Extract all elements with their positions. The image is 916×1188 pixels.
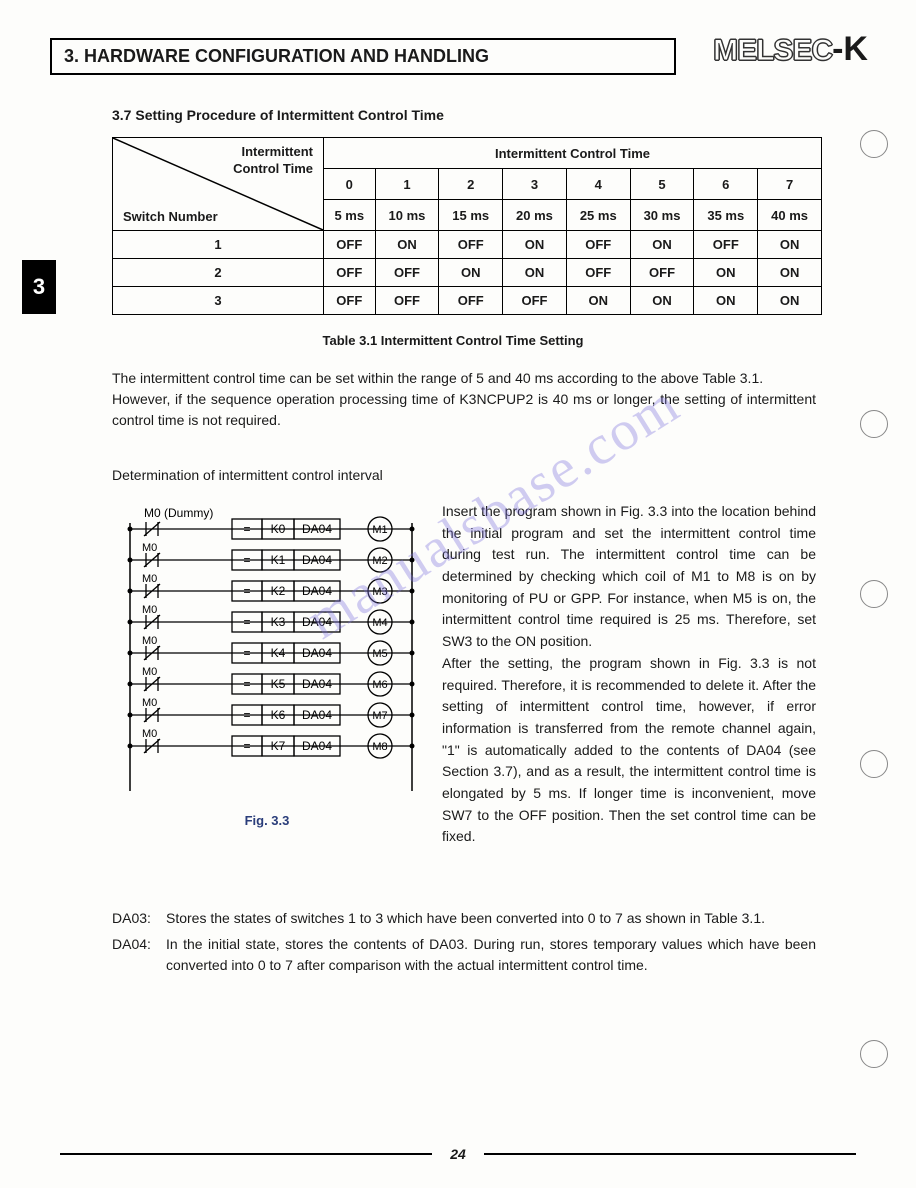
svg-text:M0: M0 [142, 604, 157, 616]
subheading: Determination of intermittent control in… [112, 467, 856, 483]
binder-hole-icon [860, 750, 888, 778]
svg-text:DA04: DA04 [302, 615, 332, 629]
logo-text: MELSEC [713, 34, 832, 67]
svg-text:=: = [243, 522, 250, 536]
svg-text:DA04: DA04 [302, 522, 332, 536]
svg-text:M0: M0 [142, 542, 157, 554]
binder-hole-icon [860, 130, 888, 158]
svg-text:K4: K4 [271, 646, 286, 660]
page-number: 24 [432, 1146, 484, 1162]
page-footer: 24 [60, 1146, 856, 1162]
svg-text:=: = [243, 553, 250, 567]
chapter-header: 3. HARDWARE CONFIGURATION AND HANDLING [50, 38, 676, 75]
svg-text:K1: K1 [271, 553, 286, 567]
svg-text:M0: M0 [142, 728, 157, 740]
term: DA04: [112, 934, 166, 977]
paragraph: Insert the program shown in Fig. 3.3 int… [442, 501, 816, 653]
table-row: 1 OFFONOFFONOFFONOFFON [113, 231, 822, 259]
svg-text:M5: M5 [372, 648, 387, 660]
control-time-table: IntermittentControl Time Switch Number I… [112, 137, 822, 315]
svg-text:=: = [243, 615, 250, 629]
svg-text:K0: K0 [271, 522, 286, 536]
table-row: 2 OFFOFFONONOFFOFFONON [113, 259, 822, 287]
svg-text:K7: K7 [271, 739, 286, 753]
group-header: Intermittent Control Time [324, 138, 822, 169]
svg-text:M0: M0 [142, 697, 157, 709]
chapter-tab: 3 [22, 260, 56, 314]
paragraph: After the setting, the program shown in … [442, 653, 816, 848]
table-row: 3 OFFOFFOFFOFFONONONON [113, 287, 822, 315]
paragraph: The intermittent control time can be set… [112, 368, 816, 389]
list-item: DA04: In the initial state, stores the c… [112, 934, 816, 977]
brand-logo: MELSEC-K [713, 30, 868, 69]
svg-text:M0: M0 [142, 635, 157, 647]
svg-text:=: = [243, 677, 250, 691]
logo-suffix: -K [832, 30, 868, 68]
svg-text:=: = [243, 708, 250, 722]
corner-top-label: IntermittentControl Time [233, 144, 313, 178]
svg-text:M3: M3 [372, 586, 387, 598]
svg-text:M0: M0 [142, 573, 157, 585]
binder-hole-icon [860, 580, 888, 608]
svg-text:M1: M1 [372, 524, 387, 536]
page: 3. HARDWARE CONFIGURATION AND HANDLING M… [0, 0, 916, 1188]
svg-text:DA04: DA04 [302, 584, 332, 598]
svg-text:DA04: DA04 [302, 739, 332, 753]
svg-text:K2: K2 [271, 584, 286, 598]
paragraph: However, if the sequence operation proce… [112, 389, 816, 431]
svg-text:DA04: DA04 [302, 708, 332, 722]
svg-text:M0 (Dummy): M0 (Dummy) [144, 506, 213, 520]
section-heading: 3.7 Setting Procedure of Intermittent Co… [112, 107, 856, 123]
figure-caption: Fig. 3.3 [112, 813, 422, 828]
svg-text:DA04: DA04 [302, 553, 332, 567]
svg-text:M4: M4 [372, 617, 387, 629]
svg-text:K5: K5 [271, 677, 286, 691]
description-column: Insert the program shown in Fig. 3.3 int… [442, 501, 816, 848]
corner-bottom-label: Switch Number [123, 209, 218, 224]
svg-text:DA04: DA04 [302, 646, 332, 660]
svg-text:=: = [243, 584, 250, 598]
list-item: DA03: Stores the states of switches 1 to… [112, 908, 816, 930]
table-caption: Table 3.1 Intermittent Control Time Sett… [50, 333, 856, 348]
footer-rule [484, 1153, 856, 1155]
svg-text:M7: M7 [372, 710, 387, 722]
svg-text:=: = [243, 646, 250, 660]
svg-text:M2: M2 [372, 555, 387, 567]
svg-text:DA04: DA04 [302, 677, 332, 691]
definition: Stores the states of switches 1 to 3 whi… [166, 908, 816, 930]
definition-list: DA03: Stores the states of switches 1 to… [112, 908, 816, 977]
binder-hole-icon [860, 1040, 888, 1068]
svg-text:K3: K3 [271, 615, 286, 629]
table-corner: IntermittentControl Time Switch Number [113, 138, 324, 231]
footer-rule [60, 1153, 432, 1155]
svg-text:=: = [243, 739, 250, 753]
term: DA03: [112, 908, 166, 930]
ladder-diagram: M0 (Dummy) = K0 DA04 M1 M0 = K1 DA04 M2 M0 = K2 DA04 M… [112, 501, 422, 848]
binder-hole-icon [860, 410, 888, 438]
definition: In the initial state, stores the content… [166, 934, 816, 977]
svg-text:K6: K6 [271, 708, 286, 722]
svg-text:M6: M6 [372, 679, 387, 691]
svg-text:M0: M0 [142, 666, 157, 678]
svg-text:M8: M8 [372, 741, 387, 753]
